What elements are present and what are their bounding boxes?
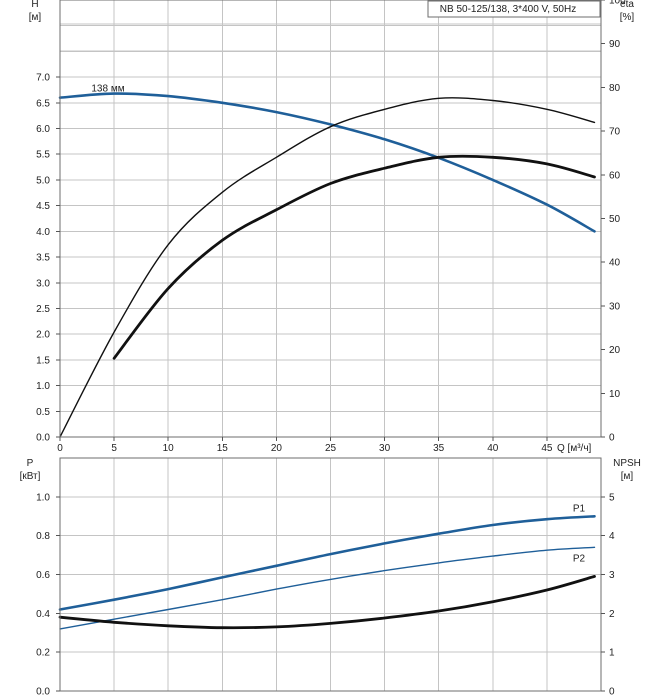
efficiency-axis-unit: [%]	[620, 12, 635, 23]
top-right-tick-label: 20	[609, 345, 621, 356]
head-axis-unit: [м]	[29, 12, 42, 23]
top-x-tick-label: 15	[217, 443, 229, 454]
bottom-curve-series-2	[58, 575, 596, 630]
top-left-tick-label: 3.0	[36, 278, 50, 289]
bottom-right-tick-label: 0	[609, 687, 615, 698]
top-right-tick-label: 10	[609, 389, 621, 400]
top-curves	[58, 92, 596, 438]
bottom-right-tick-label: 4	[609, 531, 615, 542]
top-left-tick-label: 3.5	[36, 253, 50, 264]
top-curve-series-2	[112, 154, 596, 360]
bottom-left-tick-label: 0.2	[36, 648, 50, 659]
bottom-right-tick-label: 3	[609, 570, 615, 581]
top-curve-138-мм	[58, 92, 596, 233]
bottom-left-tick-label: 0.8	[36, 531, 50, 542]
top-left-tick-label: 5.0	[36, 175, 50, 186]
bottom-left-tick-label: 0.0	[36, 687, 50, 698]
bottom-left-tick-label: 0.6	[36, 570, 50, 581]
bottom-axes: 0.0 0.2 0.4 0.6 0.8 1.0 0 1 2 3 4 5	[36, 492, 615, 697]
p2-series-label: P2	[573, 553, 586, 564]
efficiency-axis-label: eta	[620, 0, 634, 10]
pump-title: NB 50-125/138, 3*400 V, 50Hz	[440, 4, 576, 15]
top-x-tick-label: 40	[487, 443, 499, 454]
bottom-curve-p1	[58, 515, 596, 611]
top-right-tick-label: 100	[609, 0, 626, 7]
power-axis-unit: [кВт]	[20, 471, 41, 482]
bottom-right-tick-label: 2	[609, 609, 615, 620]
top-left-tick-label: 1.5	[36, 355, 50, 366]
top-left-tick-label: 2.0	[36, 330, 50, 341]
p1-series-label: P1	[573, 503, 586, 514]
top-right-tick-label: 60	[609, 170, 621, 181]
top-x-tick-label: 0	[57, 443, 63, 454]
head-axis-label: H	[31, 0, 38, 10]
top-right-tick-label: 0	[609, 433, 615, 444]
top-right-tick-label: 80	[609, 83, 621, 94]
pump-title-box	[427, 0, 601, 18]
top-x-tick-label: 5	[111, 443, 117, 454]
top-left-tick-label: 7.0	[36, 73, 50, 84]
npsh-axis-label: NPSH	[613, 458, 641, 469]
bottom-left-tick-label: 1.0	[36, 492, 50, 503]
top-x-tick-label: 35	[433, 443, 445, 454]
bottom-right-tick-label: 1	[609, 648, 615, 659]
npsh-axis-unit: [м]	[621, 471, 634, 482]
top-right-tick-label: 90	[609, 39, 621, 50]
top-right-tick-label: 50	[609, 214, 621, 225]
top-left-tick-label: 2.5	[36, 304, 50, 315]
power-npsh-chart: 0.0 0.2 0.4 0.6 0.8 1.0 0 1 2 3 4 5 P [кВт] NPSH [м…	[20, 457, 641, 698]
top-left-tick-label: 5.5	[36, 150, 50, 161]
top-left-tick-label: 4.0	[36, 227, 50, 238]
top-left-tick-label: 1.0	[36, 381, 50, 392]
power-axis-label: P	[27, 458, 34, 469]
top-x-tick-label: 30	[379, 443, 391, 454]
top-x-tick-label: 10	[163, 443, 175, 454]
bottom-curves	[58, 515, 596, 630]
bottom-left-tick-label: 0.4	[36, 609, 50, 620]
top-x-tick-label: 45	[541, 443, 553, 454]
bottom-curve-p2	[59, 546, 596, 630]
bottom-grid	[60, 457, 601, 692]
top-left-tick-label: 0.5	[36, 407, 50, 418]
bottom-right-tick-label: 5	[609, 492, 615, 503]
top-x-tick-label: 25	[325, 443, 337, 454]
head-efficiency-chart: 0.0 0.5 1.0 1.5 2.0 2.5 3.0 3.5 4.0 4.5 5.0 5.5 6.0 6…	[29, 0, 635, 454]
flow-axis-label: Q [м³/ч]	[557, 443, 592, 454]
top-left-tick-label: 4.5	[36, 201, 50, 212]
top-right-tick-label: 40	[609, 258, 621, 269]
top-axes: 0.0 0.5 1.0 1.5 2.0 2.5 3.0 3.5 4.0 4.5 5.0 5.5 6.0 6…	[36, 0, 626, 454]
top-curve-series-1	[59, 97, 596, 438]
top-x-tick-label: 20	[271, 443, 283, 454]
top-right-tick-label: 30	[609, 301, 621, 312]
top-left-tick-label: 6.5	[36, 98, 50, 109]
top-grid	[60, 0, 601, 438]
impeller-diameter-label: 138 мм	[91, 84, 124, 95]
top-left-tick-label: 0.0	[36, 433, 50, 444]
top-left-tick-label: 6.0	[36, 124, 50, 135]
top-right-tick-label: 70	[609, 127, 621, 138]
